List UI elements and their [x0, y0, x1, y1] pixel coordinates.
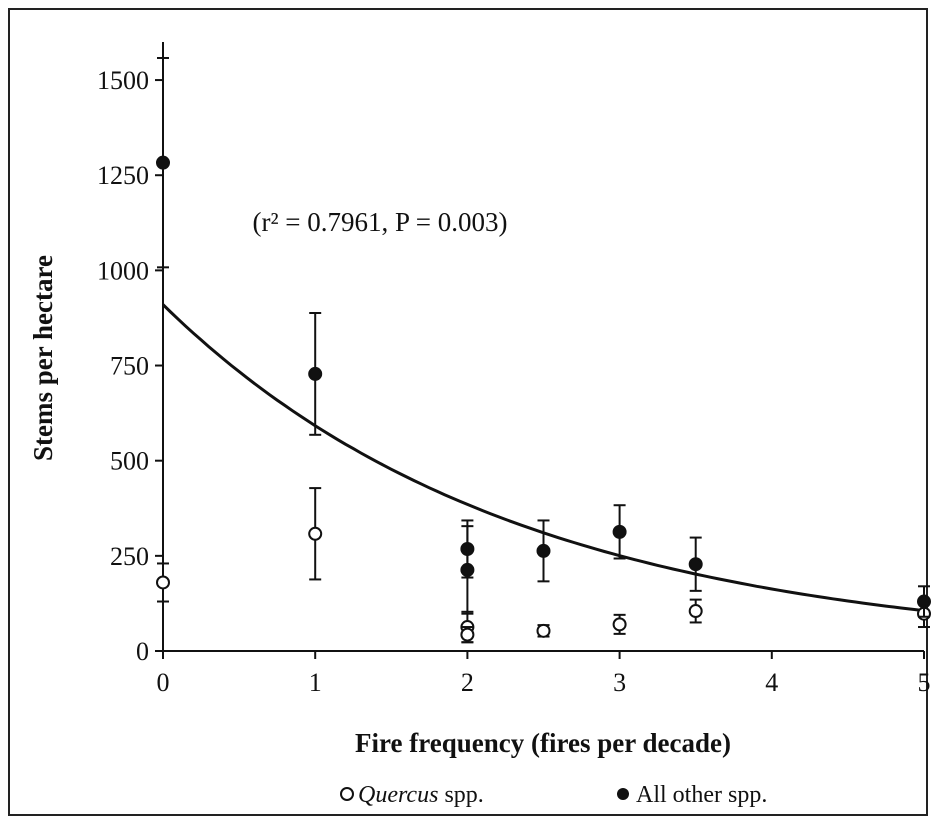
y-tick-label: 500 [110, 447, 149, 476]
x-tick-label: 5 [918, 668, 931, 697]
stats-annotation: (r² = 0.7961, P = 0.003) [252, 207, 507, 237]
x-tick-label: 3 [613, 668, 626, 697]
legend-marker-other [617, 788, 629, 800]
legend: Quercus spp. All other spp. [340, 782, 767, 808]
data-points [156, 56, 931, 644]
point-other-spp [917, 594, 931, 609]
x-tick-label: 4 [765, 668, 778, 697]
x-tick-label: 1 [309, 668, 322, 697]
y-tick-label: 1000 [97, 256, 149, 285]
point-quercus [460, 627, 475, 642]
point-other-spp [308, 366, 323, 381]
legend-spp: spp. [438, 782, 483, 808]
x-tick-label: 0 [157, 668, 170, 697]
y-axis-title: Stems per hectare [28, 255, 58, 461]
point-other-spp [156, 155, 170, 170]
point-other-spp [688, 557, 703, 572]
x-tick-label: 2 [461, 668, 474, 697]
y-tick-label: 0 [136, 637, 149, 666]
point-other-spp [612, 524, 627, 539]
point-quercus [308, 526, 323, 541]
x-axis-title: Fire frequency (fires per decade) [355, 728, 731, 758]
point-quercus [688, 604, 703, 619]
y-tick-label: 1250 [97, 161, 149, 190]
legend-marker-quercus [340, 787, 354, 801]
point-quercus [536, 623, 551, 638]
x-ticks: 0 1 2 3 4 5 [157, 651, 931, 697]
y-tick-label: 1500 [97, 66, 149, 95]
point-other-spp [536, 543, 551, 558]
legend-label-quercus: Quercus spp. [358, 782, 484, 808]
point-other-spp [460, 562, 475, 577]
legend-genus: Quercus [358, 782, 438, 808]
legend-label-other: All other spp. [636, 782, 767, 808]
point-quercus [156, 575, 170, 590]
y-tick-label: 750 [110, 352, 149, 381]
point-quercus [612, 617, 627, 632]
chart-frame [8, 8, 928, 816]
y-tick-label: 250 [110, 542, 149, 571]
y-ticks: 0 250 500 750 1000 1250 1500 [97, 66, 163, 666]
